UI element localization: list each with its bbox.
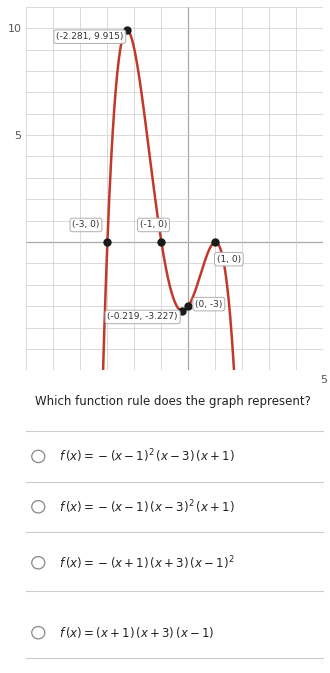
Text: (1, 0): (1, 0) [217, 254, 241, 264]
Text: Which function rule does the graph represent?: Which function rule does the graph repre… [35, 395, 311, 408]
Text: $f\,(x) = -(x-1)^2\,(x-3)\,(x+1)$: $f\,(x) = -(x-1)^2\,(x-3)\,(x+1)$ [59, 448, 235, 465]
Text: (0, -3): (0, -3) [195, 299, 222, 309]
Text: $f\,(x) = -(x-1)\,(x-3)^2\,(x+1)$: $f\,(x) = -(x-1)\,(x-3)^2\,(x+1)$ [59, 498, 235, 516]
Text: (-2.281, 9.915): (-2.281, 9.915) [56, 32, 123, 41]
Text: (-3, 0): (-3, 0) [72, 221, 100, 229]
Text: $f\,(x) = -(x+1)\,(x+3)\,(x-1)^2$: $f\,(x) = -(x+1)\,(x+3)\,(x-1)^2$ [59, 554, 235, 571]
Text: $f\,(x) = (x+1)\,(x+3)\,(x-1)$: $f\,(x) = (x+1)\,(x+3)\,(x-1)$ [59, 625, 214, 640]
Text: (-1, 0): (-1, 0) [140, 221, 167, 229]
Text: (-0.219, -3.227): (-0.219, -3.227) [107, 312, 178, 322]
